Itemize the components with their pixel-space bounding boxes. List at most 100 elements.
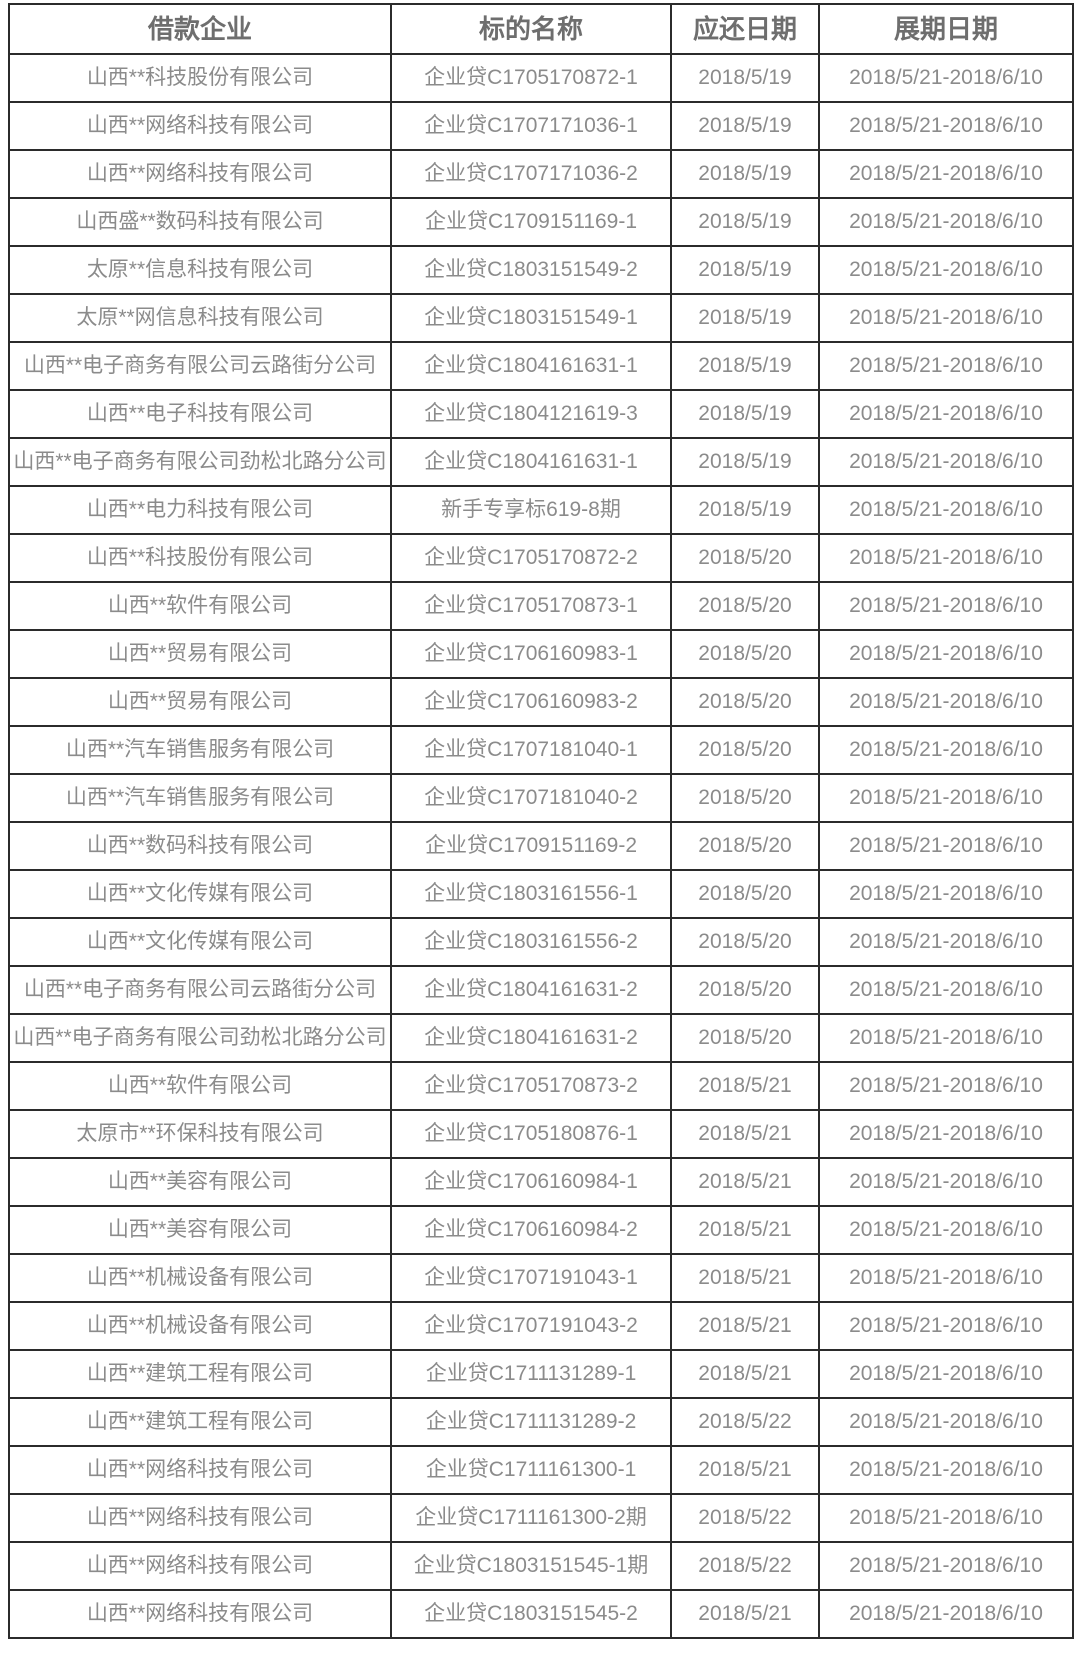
extension-date-cell: 2018/5/21-2018/6/10 (818, 581, 1074, 631)
table-row: 山西**文化传媒有限公司 企业贷C1803161556-1 2018/5/20 201… (8, 869, 1074, 919)
due-date-cell: 2018/5/20 (670, 773, 820, 823)
company-cell: 山西盛**数码科技有限公司 (8, 197, 392, 247)
due-date-cell: 2018/5/19 (670, 437, 820, 487)
company-cell: 山西**电子科技有限公司 (8, 389, 392, 439)
table-row: 山西**软件有限公司 企业贷C1705170873-1 2018/5/20 2018/… (8, 581, 1074, 631)
subject-name-cell: 企业贷C1804161631-2 (390, 965, 672, 1015)
extension-date-cell: 2018/5/21-2018/6/10 (818, 1589, 1074, 1639)
due-date-cell: 2018/5/20 (670, 917, 820, 967)
subject-name-cell: 企业贷C1711161300-2期 (390, 1493, 672, 1543)
subject-name-cell: 企业贷C1706160983-1 (390, 629, 672, 679)
loan-extension-table: 借款企业 标的名称 应还日期 展期日期 山西**科技股份有限公司 企业贷C1705… (8, 3, 1074, 1639)
company-cell: 山西**美容有限公司 (8, 1205, 392, 1255)
table-row: 山西**文化传媒有限公司 企业贷C1803161556-2 2018/5/20 201… (8, 917, 1074, 967)
due-date-cell: 2018/5/21 (670, 1349, 820, 1399)
subject-name-cell: 企业贷C1709151169-2 (390, 821, 672, 871)
extension-date-cell: 2018/5/21-2018/6/10 (818, 341, 1074, 391)
company-cell: 山西**软件有限公司 (8, 581, 392, 631)
extension-date-cell: 2018/5/21-2018/6/10 (818, 101, 1074, 151)
extension-date-cell: 2018/5/21-2018/6/10 (818, 1013, 1074, 1063)
table-row: 山西**电子商务有限公司劲松北路分公司 企业贷C1804161631-2 2018/… (8, 1013, 1074, 1063)
due-date-cell: 2018/5/21 (670, 1157, 820, 1207)
company-cell: 山西**电子商务有限公司云路街分公司 (8, 341, 392, 391)
extension-date-cell: 2018/5/21-2018/6/10 (818, 533, 1074, 583)
extension-date-cell: 2018/5/21-2018/6/10 (818, 917, 1074, 967)
table-row: 山西**机械设备有限公司 企业贷C1707191043-2 2018/5/21 201… (8, 1301, 1074, 1351)
due-date-cell: 2018/5/19 (670, 149, 820, 199)
extension-date-cell: 2018/5/21-2018/6/10 (818, 821, 1074, 871)
due-date-cell: 2018/5/22 (670, 1493, 820, 1543)
extension-date-cell: 2018/5/21-2018/6/10 (818, 437, 1074, 487)
table-row: 山西**软件有限公司 企业贷C1705170873-2 2018/5/21 2018/… (8, 1061, 1074, 1111)
subject-name-cell: 企业贷C1707181040-2 (390, 773, 672, 823)
due-date-cell: 2018/5/21 (670, 1253, 820, 1303)
table-row: 山西**美容有限公司 企业贷C1706160984-1 2018/5/21 2018/… (8, 1157, 1074, 1207)
due-date-cell: 2018/5/19 (670, 197, 820, 247)
company-cell: 太原市**环保科技有限公司 (8, 1109, 392, 1159)
subject-name-cell: 企业贷C1803151545-1期 (390, 1541, 672, 1591)
subject-name-cell: 企业贷C1706160984-1 (390, 1157, 672, 1207)
company-cell: 山西**贸易有限公司 (8, 629, 392, 679)
subject-name-cell: 企业贷C1706160984-2 (390, 1205, 672, 1255)
table-row: 山西**汽车销售服务有限公司 企业贷C1707181040-1 2018/5/20 2… (8, 725, 1074, 775)
company-cell: 山西**贸易有限公司 (8, 677, 392, 727)
due-date-cell: 2018/5/19 (670, 293, 820, 343)
due-date-cell: 2018/5/19 (670, 485, 820, 535)
table-row: 山西**网络科技有限公司 企业贷C1803151545-1期 2018/5/22 20… (8, 1541, 1074, 1591)
due-date-cell: 2018/5/19 (670, 53, 820, 103)
header-row: 借款企业 标的名称 应还日期 展期日期 (8, 3, 1074, 55)
company-cell: 山西**网络科技有限公司 (8, 1445, 392, 1495)
company-cell: 山西**文化传媒有限公司 (8, 917, 392, 967)
subject-name-cell: 企业贷C1711131289-2 (390, 1397, 672, 1447)
subject-name-cell: 企业贷C1804161631-1 (390, 437, 672, 487)
extension-date-cell: 2018/5/21-2018/6/10 (818, 965, 1074, 1015)
subject-name-cell: 企业贷C1705170873-1 (390, 581, 672, 631)
company-cell: 山西**网络科技有限公司 (8, 1541, 392, 1591)
extension-date-cell: 2018/5/21-2018/6/10 (818, 1157, 1074, 1207)
extension-date-cell: 2018/5/21-2018/6/10 (818, 1493, 1074, 1543)
subject-name-cell: 企业贷C1706160983-2 (390, 677, 672, 727)
company-cell: 山西**汽车销售服务有限公司 (8, 773, 392, 823)
extension-date-cell: 2018/5/21-2018/6/10 (818, 1397, 1074, 1447)
due-date-cell: 2018/5/20 (670, 821, 820, 871)
column-header-subject-name: 标的名称 (390, 3, 672, 55)
extension-date-cell: 2018/5/21-2018/6/10 (818, 485, 1074, 535)
subject-name-cell: 企业贷C1707171036-2 (390, 149, 672, 199)
due-date-cell: 2018/5/19 (670, 341, 820, 391)
table-body: 山西**科技股份有限公司 企业贷C1705170872-1 2018/5/19 201… (8, 53, 1074, 1639)
extension-date-cell: 2018/5/21-2018/6/10 (818, 677, 1074, 727)
subject-name-cell: 企业贷C1803151549-1 (390, 293, 672, 343)
subject-name-cell: 企业贷C1804161631-2 (390, 1013, 672, 1063)
extension-date-cell: 2018/5/21-2018/6/10 (818, 293, 1074, 343)
due-date-cell: 2018/5/21 (670, 1445, 820, 1495)
company-cell: 山西**电子商务有限公司劲松北路分公司 (8, 1013, 392, 1063)
due-date-cell: 2018/5/20 (670, 965, 820, 1015)
subject-name-cell: 企业贷C1804121619-3 (390, 389, 672, 439)
table-header: 借款企业 标的名称 应还日期 展期日期 (8, 3, 1074, 55)
subject-name-cell: 企业贷C1803151549-2 (390, 245, 672, 295)
table-row: 山西**建筑工程有限公司 企业贷C1711131289-2 2018/5/22 201… (8, 1397, 1074, 1447)
due-date-cell: 2018/5/20 (670, 869, 820, 919)
column-header-borrower: 借款企业 (8, 3, 392, 55)
company-cell: 山西**文化传媒有限公司 (8, 869, 392, 919)
due-date-cell: 2018/5/20 (670, 629, 820, 679)
due-date-cell: 2018/5/21 (670, 1109, 820, 1159)
due-date-cell: 2018/5/19 (670, 389, 820, 439)
subject-name-cell: 企业贷C1709151169-1 (390, 197, 672, 247)
company-cell: 山西**汽车销售服务有限公司 (8, 725, 392, 775)
company-cell: 山西**科技股份有限公司 (8, 53, 392, 103)
table-row: 太原市**环保科技有限公司 企业贷C1705180876-1 2018/5/21 20… (8, 1109, 1074, 1159)
company-cell: 山西**电力科技有限公司 (8, 485, 392, 535)
subject-name-cell: 企业贷C1707171036-1 (390, 101, 672, 151)
table-row: 山西**电子科技有限公司 企业贷C1804121619-3 2018/5/19 201… (8, 389, 1074, 439)
company-cell: 山西**机械设备有限公司 (8, 1253, 392, 1303)
due-date-cell: 2018/5/19 (670, 101, 820, 151)
table-row: 山西**电力科技有限公司 新手专享标619-8期 2018/5/19 2018/5/2… (8, 485, 1074, 535)
company-cell: 太原**网信息科技有限公司 (8, 293, 392, 343)
extension-date-cell: 2018/5/21-2018/6/10 (818, 1061, 1074, 1111)
company-cell: 山西**美容有限公司 (8, 1157, 392, 1207)
subject-name-cell: 企业贷C1707191043-2 (390, 1301, 672, 1351)
extension-date-cell: 2018/5/21-2018/6/10 (818, 1301, 1074, 1351)
subject-name-cell: 企业贷C1705170872-2 (390, 533, 672, 583)
subject-name-cell: 企业贷C1707181040-1 (390, 725, 672, 775)
